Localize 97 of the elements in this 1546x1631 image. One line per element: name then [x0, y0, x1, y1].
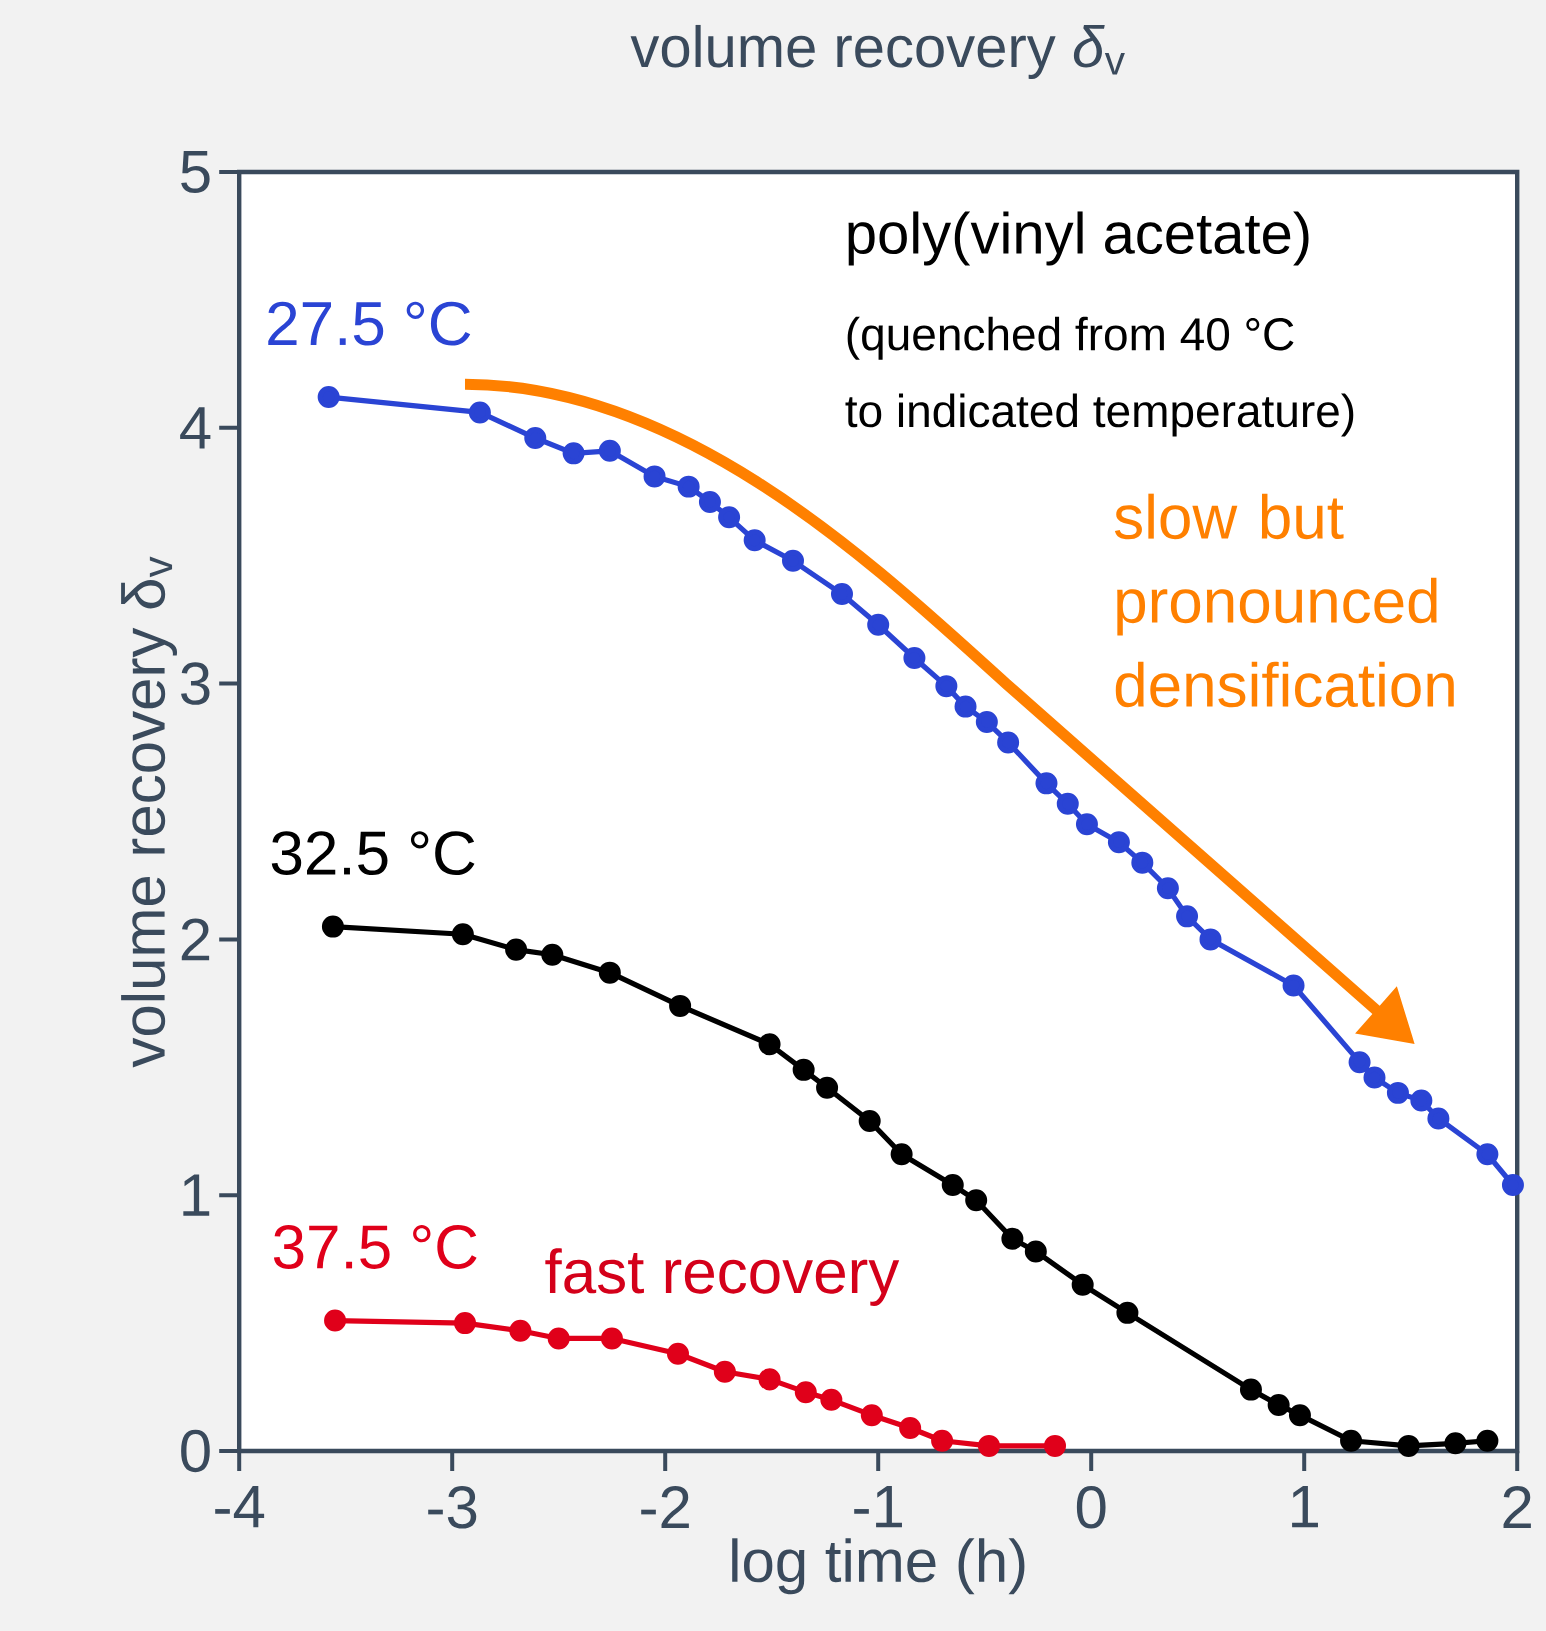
annotation: fast recovery	[545, 1248, 900, 1306]
point	[743, 529, 766, 552]
point	[643, 465, 666, 488]
x-tick-label: 2	[1503, 1486, 1531, 1528]
point	[324, 1309, 347, 1332]
point	[321, 915, 344, 938]
point	[505, 938, 528, 961]
point	[931, 1429, 954, 1452]
point	[1075, 813, 1098, 836]
y-tick-label: 3	[181, 662, 210, 705]
point	[1239, 1378, 1262, 1401]
point	[1340, 1429, 1363, 1452]
point	[541, 943, 564, 966]
point	[954, 695, 977, 718]
point	[1282, 974, 1305, 997]
annotation: poly(vinyl acetate)	[848, 211, 1309, 266]
point	[1288, 1404, 1311, 1427]
point	[965, 1189, 988, 1212]
series-label: 32.5 °C	[271, 831, 475, 876]
point	[975, 710, 998, 733]
point	[890, 1143, 913, 1166]
y-tick-label: 2	[181, 918, 210, 961]
point	[867, 613, 890, 636]
point	[598, 439, 621, 462]
point	[669, 994, 692, 1017]
point	[1056, 792, 1079, 815]
series-label: 37.5 °C	[273, 1225, 477, 1269]
point	[903, 647, 926, 670]
point	[899, 1416, 922, 1439]
point	[547, 1327, 570, 1350]
point	[1348, 1051, 1371, 1074]
x-tick-label: 1	[1292, 1486, 1318, 1528]
annotation: (quenched from 40 °C	[847, 316, 1294, 360]
point	[782, 549, 804, 572]
point	[860, 1404, 883, 1427]
point	[509, 1319, 532, 1342]
x-axis-title: log time (h)	[732, 1538, 1025, 1595]
y-tick-label: 0	[181, 1429, 210, 1473]
point	[1116, 1301, 1139, 1324]
point	[598, 961, 621, 984]
point	[718, 506, 741, 529]
annotation: slow but pronounced densification	[1114, 493, 1454, 708]
point	[468, 401, 491, 424]
point	[1001, 1227, 1024, 1250]
x-tick-label: -4	[215, 1486, 265, 1528]
point	[666, 1342, 689, 1365]
point	[792, 1058, 815, 1081]
y-tick-label: 4	[180, 407, 211, 449]
point	[941, 1173, 964, 1196]
point	[600, 1327, 623, 1350]
point	[820, 1388, 843, 1411]
point	[1024, 1240, 1047, 1263]
series-label: 27.5 °C	[268, 301, 471, 346]
point	[713, 1360, 736, 1383]
y-tick-label: 5	[181, 151, 210, 193]
x-tick-label: -1	[854, 1486, 902, 1528]
point	[562, 442, 585, 465]
point	[1156, 877, 1179, 900]
point	[451, 923, 474, 946]
y-tick-label: 1	[183, 1174, 210, 1216]
point	[997, 731, 1020, 754]
annotation: to indicated temperature)	[845, 393, 1354, 437]
point	[1176, 905, 1199, 928]
point	[816, 1076, 839, 1099]
point	[1397, 1434, 1420, 1457]
point	[453, 1312, 476, 1335]
point	[1131, 851, 1154, 874]
chart-title: volume recovery δ$_{v}$	[630, 24, 1125, 80]
point	[317, 386, 340, 409]
x-tick-label: -2	[641, 1486, 689, 1528]
point	[1035, 772, 1058, 795]
point	[1386, 1081, 1409, 1104]
point	[830, 583, 853, 606]
point	[1427, 1107, 1450, 1130]
point	[1363, 1066, 1386, 1089]
point	[935, 675, 958, 698]
point	[794, 1381, 817, 1404]
point	[858, 1110, 881, 1133]
point	[1444, 1432, 1467, 1455]
y-axis-title: volume recovery δ$_{v}$	[121, 556, 178, 1068]
point	[1267, 1393, 1290, 1416]
point	[677, 475, 700, 498]
point	[1071, 1273, 1094, 1296]
point	[1043, 1434, 1066, 1457]
x-tick-label: -3	[428, 1486, 477, 1529]
point	[758, 1368, 781, 1391]
point	[698, 490, 721, 513]
point	[1410, 1089, 1433, 1112]
point	[1107, 831, 1130, 854]
point	[1199, 928, 1222, 951]
point	[977, 1434, 1000, 1457]
x-tick-label: 0	[1076, 1486, 1106, 1529]
point	[1476, 1143, 1499, 1166]
point	[1476, 1429, 1499, 1452]
point	[524, 427, 547, 450]
point	[1501, 1173, 1524, 1196]
point	[758, 1033, 781, 1056]
